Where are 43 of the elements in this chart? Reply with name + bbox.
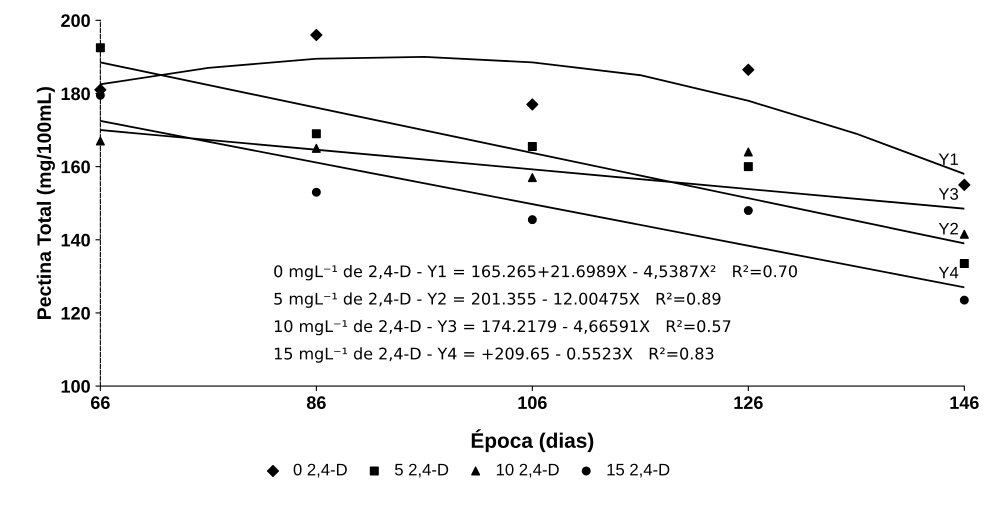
y-tick-label: 120 [62,306,90,320]
point [312,144,321,153]
point [312,129,321,138]
annotation: 10 mgL⁻¹ de 2,4-D - Y3 = 174.2179 - 4,66591X R²=0.57 [274,320,730,336]
point [960,296,969,305]
point [958,178,970,191]
x-tick-label: 106 [518,396,547,410]
legend-label: 0 2,4-D [294,464,347,478]
y-axis-title: Pectina Total (mg/100mL) [36,87,55,319]
x-tick-label: 146 [950,396,979,410]
point [310,28,322,42]
x-tick-label: 126 [734,396,763,410]
x-axis-title: Época (dias) [472,429,594,452]
point [528,142,537,152]
point [960,259,969,268]
point [96,136,105,146]
point [742,64,754,76]
y-tick-label: 180 [62,87,90,100]
legend-label: 10 2,4-D [496,464,559,478]
series-label: Y3 [938,188,958,200]
series-label: Y2 [938,222,958,234]
y-tick-label: 100 [62,380,90,393]
series-label: Y1 [938,153,958,165]
annotation: 15 mgL⁻¹ de 2,4-D - Y4 = +209.65 - 0.5523X R²=0.83 [274,347,714,363]
x-tick-label: 66 [90,396,110,410]
point [528,215,537,224]
point [960,230,969,239]
legend-label: 5 2,4-D [394,464,448,478]
y-tick-label: 160 [62,160,90,174]
point [528,173,537,182]
point [96,43,105,52]
point [744,162,753,172]
point [526,98,538,111]
y-tick-label: 140 [62,234,90,246]
point [744,147,753,156]
point [312,188,321,197]
annotation: 5 mgL⁻¹ de 2,4-D - Y2 = 201.355 - 12.00475X R²=0.89 [274,292,720,308]
x-tick-label: 86 [306,396,326,410]
annotation: 0 mgL⁻¹ de 2,4-D - Y1 = 165.265+21.6989X - 4,5387X² R²=0.70 [274,264,797,280]
legend-label: 15 2,4-D [607,464,670,478]
series-label: Y4 [938,266,958,278]
y-tick-label: 200 [61,14,90,28]
point [744,206,753,216]
